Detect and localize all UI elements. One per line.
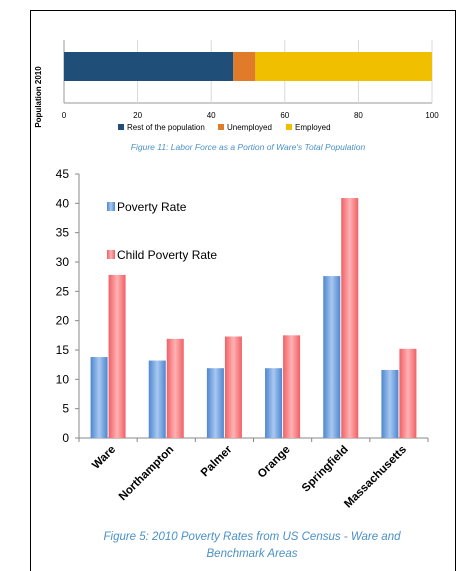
- chart1-x-tick-label: 60: [280, 111, 289, 120]
- chart1-x-tick-label: 0: [62, 111, 67, 120]
- chart2-y-tick-label: 20: [56, 314, 70, 328]
- page-frame: [30, 10, 456, 571]
- chart2-bar: [381, 369, 399, 438]
- chart2-bar: [166, 338, 184, 438]
- chart2-y-tick-label: 45: [56, 167, 70, 181]
- chart2-legend-label: Child Poverty Rate: [117, 248, 217, 262]
- chart1-legend-swatch: [286, 124, 292, 130]
- chart1-bar-segment: [64, 52, 234, 81]
- chart1-legend-swatch: [118, 124, 124, 130]
- chart2-legend-swatch: [107, 250, 115, 259]
- chart2-y-tick-label: 30: [56, 255, 70, 269]
- chart2-bar: [224, 336, 242, 438]
- chart2-caption-line2: Benchmark Areas: [207, 548, 298, 560]
- chart2-caption-line1: Figure 5: 2010 Poverty Rates from US Cen…: [103, 531, 401, 543]
- chart2-bar: [148, 360, 166, 438]
- chart2-x-tick-label: Springfield: [300, 444, 351, 495]
- chart1-x-tick-label: 20: [133, 111, 142, 120]
- chart2-y-tick-label: 25: [56, 284, 70, 298]
- chart2-y-tick-label: 40: [56, 196, 70, 210]
- chart2-y-tick-label: 35: [56, 226, 70, 240]
- chart1-x-tick-label: 80: [354, 111, 363, 120]
- chart2: Figure 5: 2010 Poverty Rates from US Cen…: [78, 174, 428, 560]
- chart2-x-tick-label: Massachusetts: [342, 444, 409, 511]
- chart1-x-tick-label: 40: [207, 111, 216, 120]
- chart1-legend-label: Employed: [295, 123, 331, 132]
- chart2-y-tick-label: 15: [56, 343, 70, 357]
- chart1-legend-label: Rest of the population: [127, 123, 205, 132]
- chart1-caption: Figure 11: Labor Force as a Portion of W…: [131, 142, 366, 152]
- chart1-x-tick-label: 100: [425, 111, 439, 120]
- chart2-x-tick-label: Northampton: [117, 444, 177, 504]
- chart2-y-tick-label: 0: [62, 431, 69, 445]
- chart2-x-tick-label: Orange: [256, 444, 293, 481]
- chart1-bar-segment: [255, 52, 432, 81]
- chart2-legend-label: Poverty Rate: [117, 200, 187, 214]
- chart2-bar: [399, 348, 417, 438]
- chart2-x-tick-label: Ware: [90, 444, 118, 472]
- chart2-y-tick-label: 5: [62, 402, 69, 416]
- chart2-bar: [323, 276, 341, 438]
- chart1-legend-label: Unemployed: [227, 123, 272, 132]
- chart2-bar: [206, 368, 224, 438]
- chart2-y-tick-label: 10: [56, 372, 70, 386]
- chart1-legend-swatch: [218, 124, 224, 130]
- chart1-bar-segment: [233, 52, 256, 81]
- chart2-bar: [108, 274, 126, 438]
- chart1-y-axis-label: Population 2010: [34, 66, 43, 128]
- chart2-bar: [283, 335, 301, 438]
- chart2-bar: [90, 357, 108, 438]
- chart2-bar: [341, 198, 359, 438]
- chart2-legend-swatch: [107, 202, 115, 211]
- chart2-bar: [265, 368, 283, 438]
- chart2-x-tick-label: Palmer: [199, 443, 235, 479]
